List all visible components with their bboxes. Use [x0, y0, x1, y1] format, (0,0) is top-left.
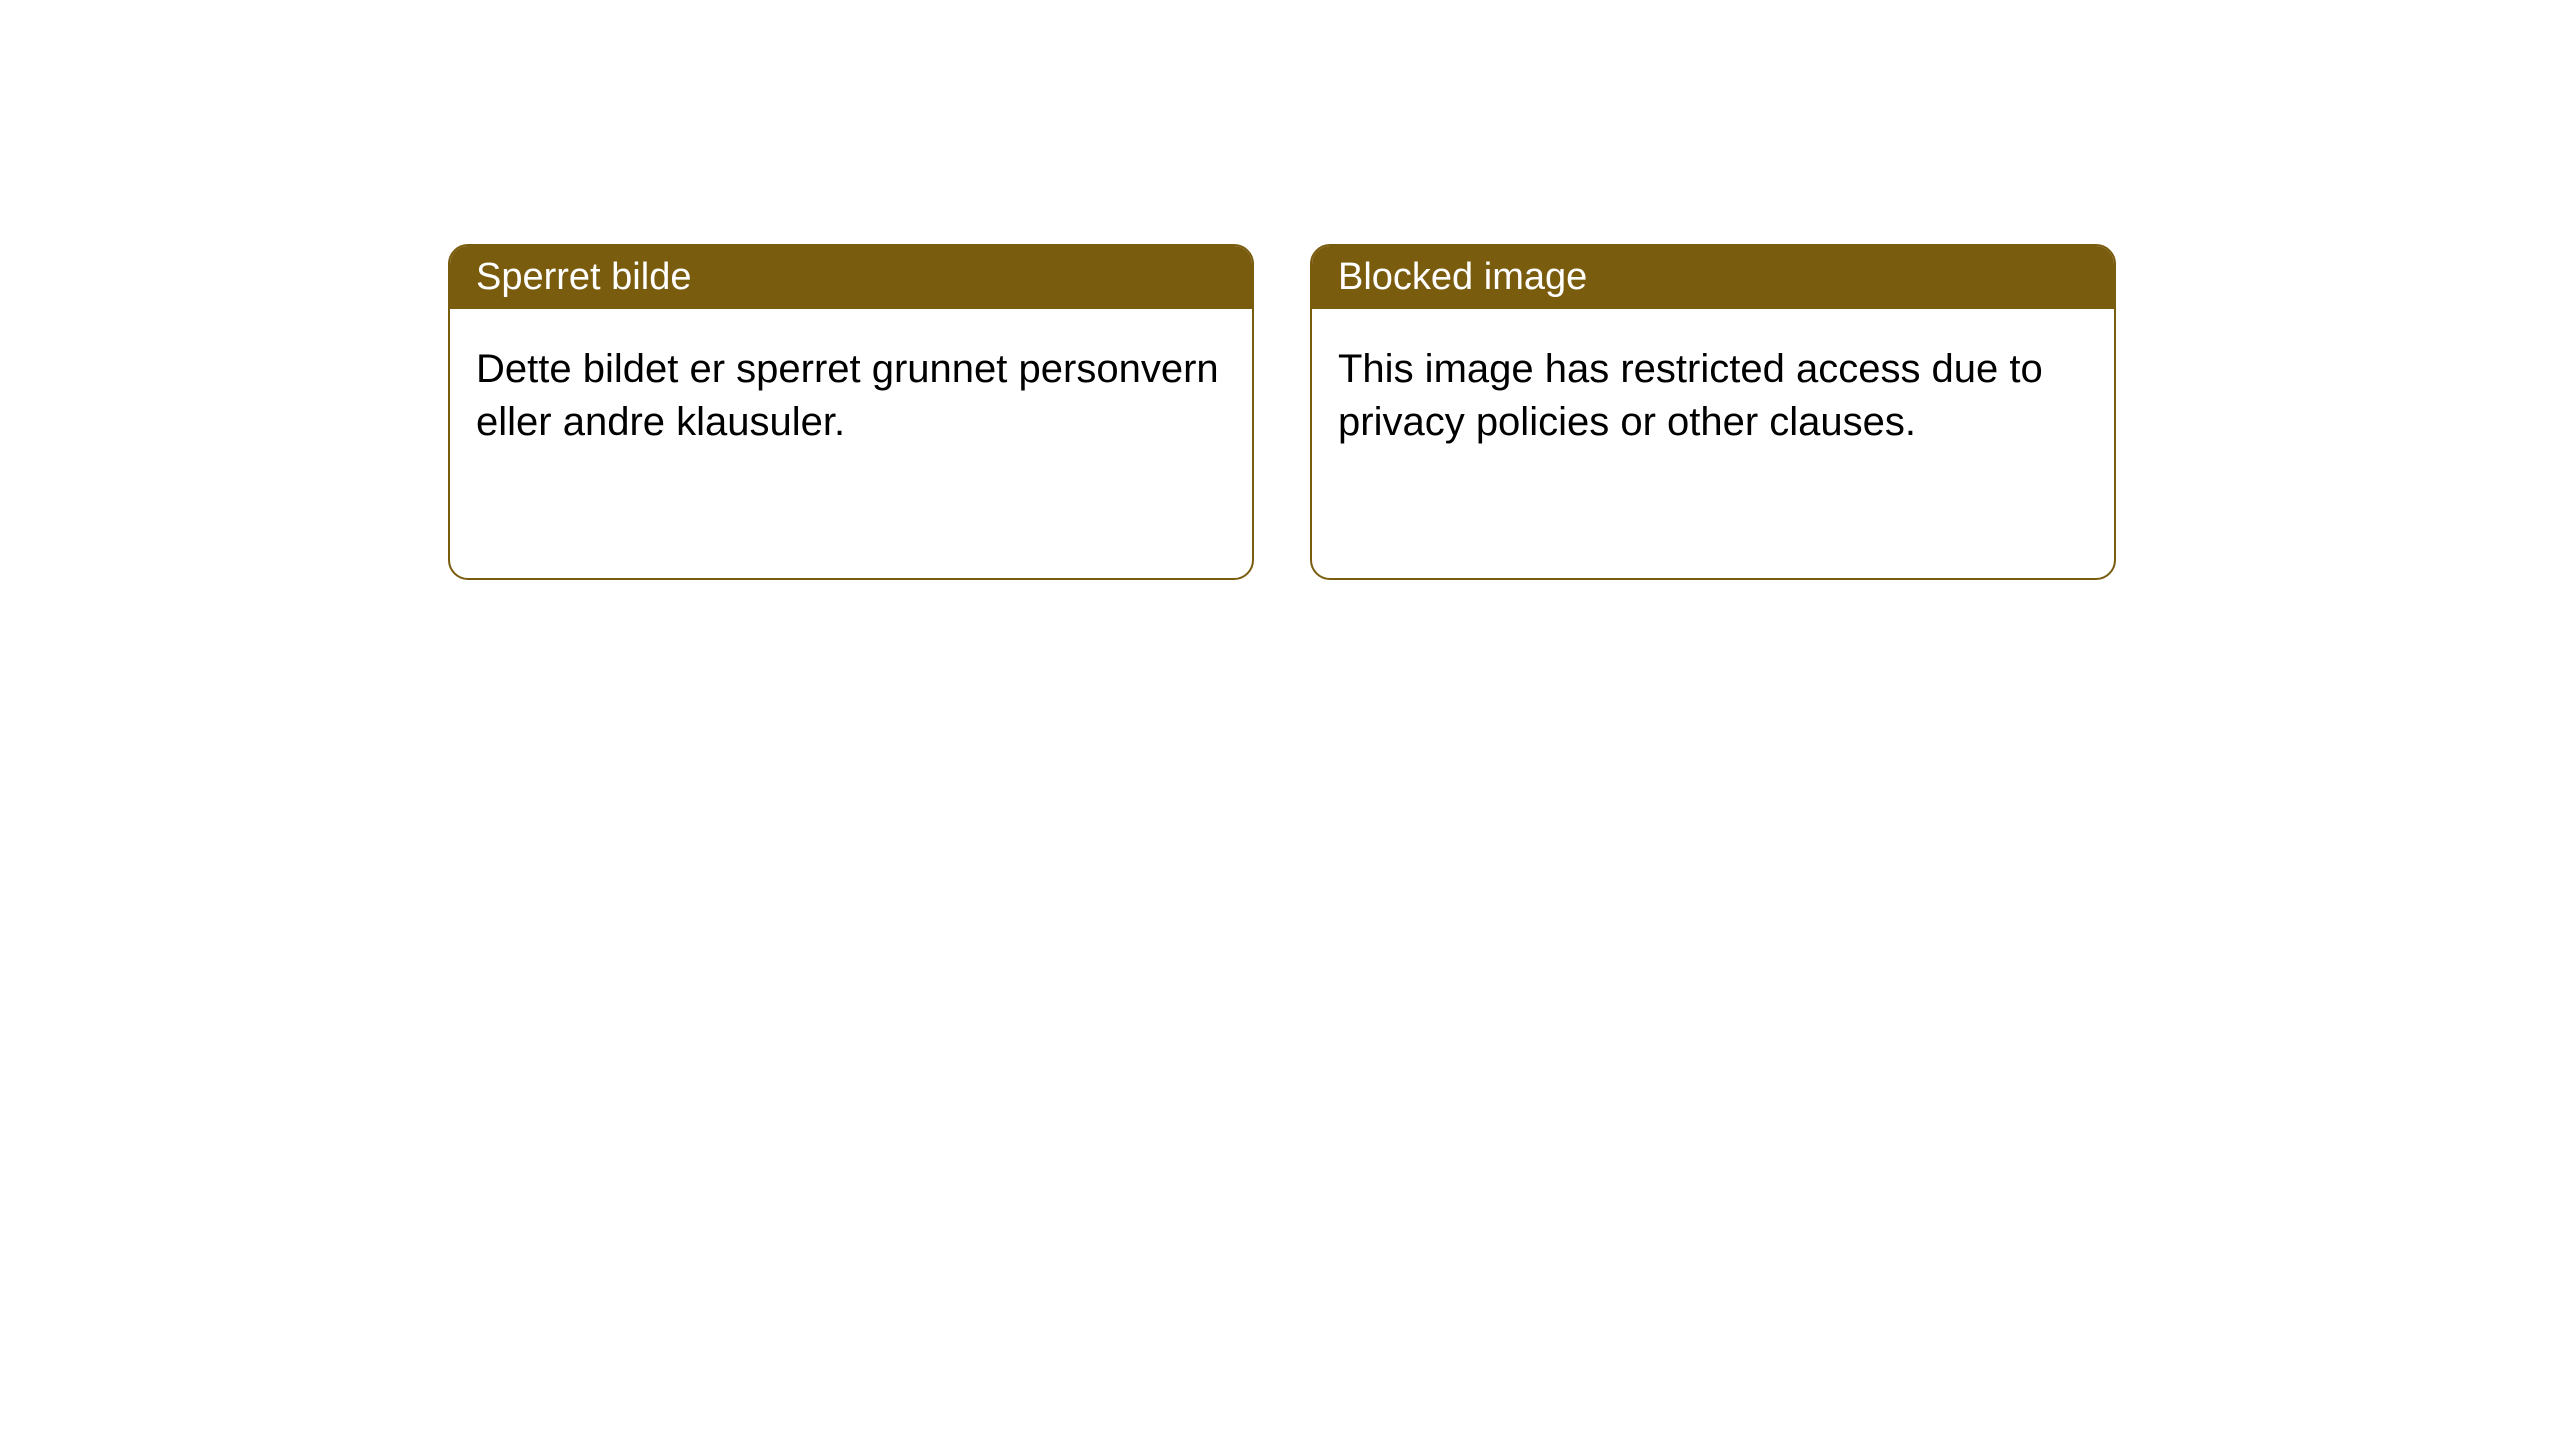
notice-container: Sperret bilde Dette bildet er sperret gr…: [0, 0, 2560, 580]
notice-header: Blocked image: [1312, 246, 2114, 309]
notice-box-english: Blocked image This image has restricted …: [1310, 244, 2116, 580]
notice-box-norwegian: Sperret bilde Dette bildet er sperret gr…: [448, 244, 1254, 580]
notice-body: This image has restricted access due to …: [1312, 309, 2114, 483]
notice-body: Dette bildet er sperret grunnet personve…: [450, 309, 1252, 483]
notice-header: Sperret bilde: [450, 246, 1252, 309]
